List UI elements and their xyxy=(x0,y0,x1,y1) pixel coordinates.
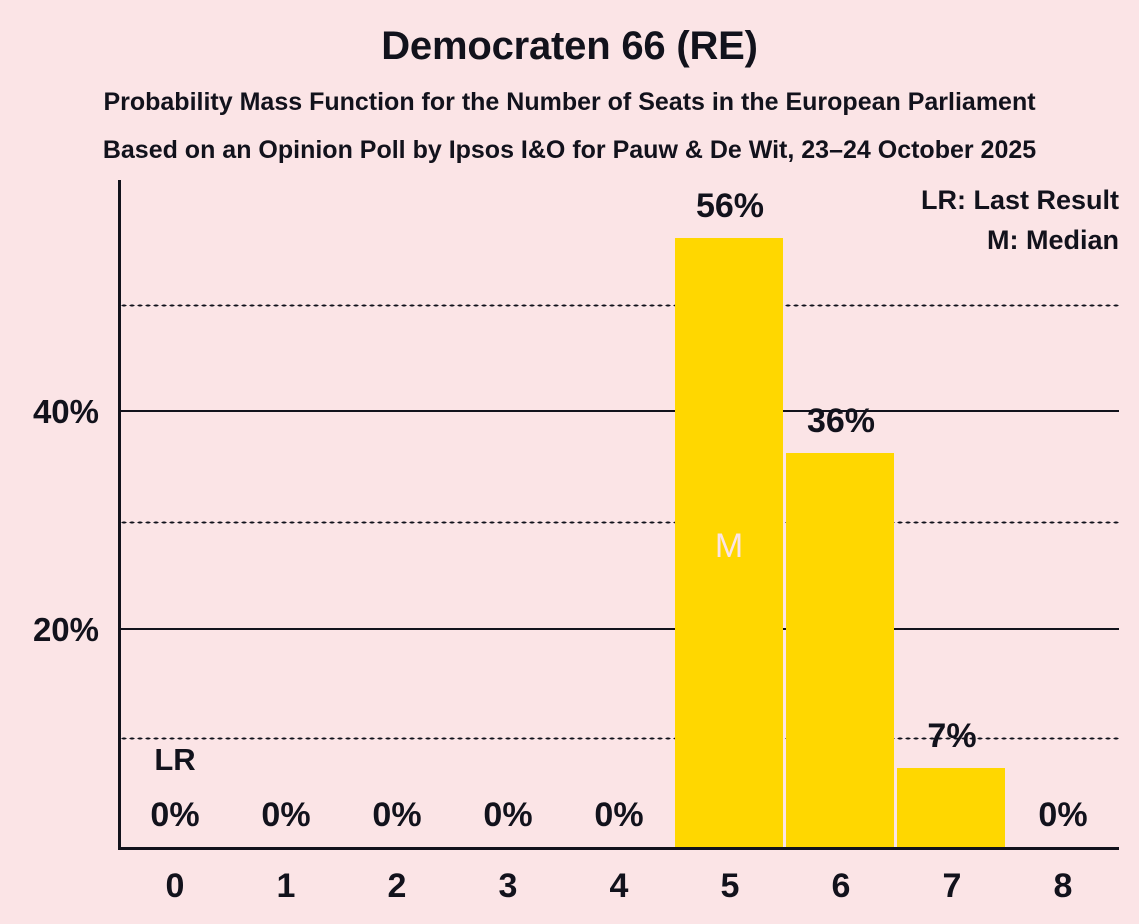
x-axis-tick-7: 7 xyxy=(942,867,962,905)
y-axis xyxy=(118,180,121,850)
y-axis-label-20: 20% xyxy=(32,611,99,648)
y-axis-label-40: 40% xyxy=(32,393,99,430)
x-axis-tick-3: 3 xyxy=(498,867,518,905)
value-label-seat-0: 0% xyxy=(150,796,200,834)
chart-subtitle-primary: Probability Mass Function for the Number… xyxy=(103,88,1036,116)
gridline-20 xyxy=(120,628,1119,630)
value-label-seat-5: 56% xyxy=(695,187,765,225)
gridline-30 xyxy=(120,521,1119,524)
value-label-seat-6: 36% xyxy=(806,402,876,440)
x-axis-tick-2: 2 xyxy=(387,867,407,905)
chart-subtitle-source: Based on an Opinion Poll by Ipsos I&O fo… xyxy=(102,136,1037,164)
legend-median: M: Median xyxy=(987,225,1119,255)
x-axis-tick-1: 1 xyxy=(276,867,296,905)
bar-seat-7[interactable] xyxy=(897,768,1005,847)
gridline-10 xyxy=(120,737,1119,740)
last-result-marker: LR xyxy=(154,742,196,777)
value-label-seat-2: 0% xyxy=(372,796,422,834)
value-label-seat-1: 0% xyxy=(261,796,311,834)
x-axis-tick-4: 4 xyxy=(609,867,629,905)
x-axis xyxy=(118,847,1119,850)
value-label-seat-7: 7% xyxy=(927,717,977,755)
page-title: Democraten 66 (RE) xyxy=(381,24,758,68)
value-label-seat-3: 0% xyxy=(483,796,533,834)
x-axis-tick-8: 8 xyxy=(1053,867,1073,905)
bar-seat-6[interactable] xyxy=(786,453,894,847)
x-axis-tick-0: 0 xyxy=(165,867,185,905)
gridline-40 xyxy=(120,410,1119,412)
value-label-seat-8: 0% xyxy=(1038,796,1088,834)
legend-last-result: LR: Last Result xyxy=(920,185,1119,215)
gridline-50 xyxy=(120,304,1119,307)
bar-seat-5[interactable] xyxy=(675,238,783,847)
median-marker: M xyxy=(714,527,744,565)
x-axis-tick-6: 6 xyxy=(831,867,851,905)
x-axis-tick-5: 5 xyxy=(720,867,740,905)
value-label-seat-4: 0% xyxy=(594,796,644,834)
